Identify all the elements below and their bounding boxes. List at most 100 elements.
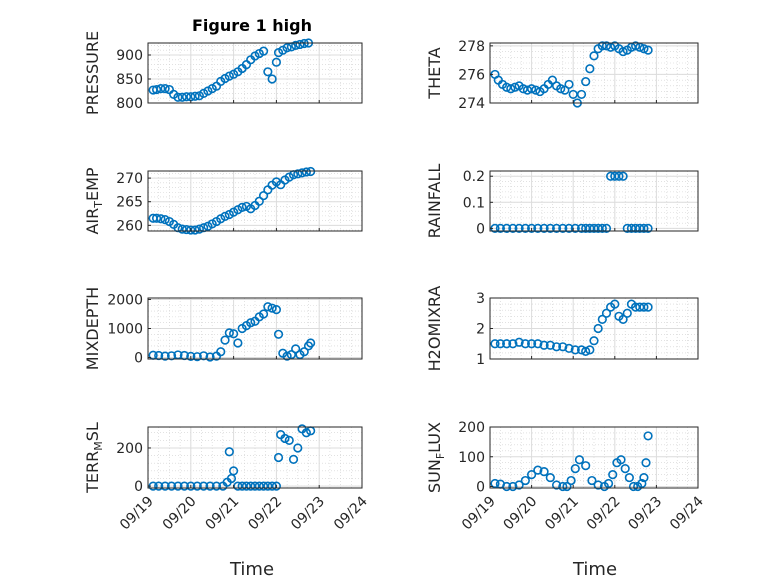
data-point xyxy=(589,336,599,346)
data-point xyxy=(558,223,568,233)
axes-box xyxy=(489,170,699,232)
data-point xyxy=(194,224,204,234)
data-point xyxy=(250,481,260,491)
y-tick-label: 278 xyxy=(458,39,485,55)
data-point xyxy=(641,458,651,468)
data-point xyxy=(630,41,641,51)
data-point xyxy=(301,167,311,177)
series-points xyxy=(490,299,653,356)
data-point xyxy=(539,467,549,477)
y-axis-label: MIXDEPTH xyxy=(83,287,102,370)
data-point xyxy=(160,351,170,361)
data-point xyxy=(566,475,576,486)
data-point xyxy=(295,39,305,50)
x-tick-label: 09/22 xyxy=(584,494,624,534)
y-tick-label: 0 xyxy=(134,479,143,495)
data-point xyxy=(564,343,574,353)
data-point xyxy=(533,223,543,233)
data-point xyxy=(220,211,230,221)
data-point xyxy=(551,223,562,233)
data-point xyxy=(639,472,649,483)
data-point xyxy=(160,215,170,225)
data-point xyxy=(508,223,518,233)
data-point xyxy=(224,328,234,338)
data-point xyxy=(495,223,506,233)
series-points xyxy=(490,171,653,233)
data-point xyxy=(179,481,189,491)
data-point xyxy=(205,481,215,491)
y-tick-label: 200 xyxy=(458,420,485,436)
data-point xyxy=(581,76,591,87)
data-point xyxy=(545,472,555,483)
data-point xyxy=(514,480,524,490)
series-points xyxy=(148,166,316,235)
data-point xyxy=(151,213,162,223)
data-point xyxy=(154,481,164,491)
y-tick-label: 1 xyxy=(476,352,485,368)
data-point xyxy=(297,168,307,178)
data-point xyxy=(558,481,568,492)
data-point xyxy=(502,223,512,233)
y-tick-label: 276 xyxy=(458,67,485,83)
x-tick-label: 09/20 xyxy=(160,494,200,534)
data-point xyxy=(177,92,187,102)
y-tick-label: 850 xyxy=(116,72,143,88)
data-point xyxy=(637,478,647,489)
data-point xyxy=(514,223,524,233)
data-point xyxy=(581,346,591,356)
data-point xyxy=(271,57,282,67)
y-tick-label: 265 xyxy=(116,195,143,211)
y-tick-label: 3 xyxy=(476,291,485,307)
y-tick-label: 900 xyxy=(116,48,143,64)
data-point xyxy=(293,443,303,453)
data-point xyxy=(506,84,516,94)
data-point xyxy=(199,481,209,491)
data-point xyxy=(620,464,630,474)
data-point xyxy=(258,190,269,201)
data-point xyxy=(643,431,653,441)
data-point xyxy=(306,338,316,348)
data-point xyxy=(545,223,555,233)
data-point xyxy=(597,314,607,324)
data-point xyxy=(233,338,243,348)
data-point xyxy=(533,465,543,475)
data-point xyxy=(589,51,599,61)
axes-box xyxy=(147,42,363,104)
data-point xyxy=(597,223,607,233)
data-point xyxy=(258,481,269,491)
data-point xyxy=(271,305,282,315)
x-tick-label: 09/24 xyxy=(667,493,707,533)
data-point xyxy=(587,475,597,486)
data-point xyxy=(593,323,603,334)
data-point xyxy=(181,92,192,102)
data-point xyxy=(624,472,634,483)
subplot-5: 0 1000 2000 MIXDEPTH xyxy=(83,287,363,370)
y-tick-label: 260 xyxy=(116,218,143,234)
data-point xyxy=(526,339,537,349)
data-point xyxy=(570,223,580,233)
data-point xyxy=(173,481,183,491)
data-point xyxy=(192,481,202,491)
data-point xyxy=(510,82,520,92)
y-axis-label: RAINFALL xyxy=(425,164,444,239)
data-point xyxy=(581,461,591,471)
data-point xyxy=(263,185,273,195)
data-point xyxy=(520,339,530,349)
data-point xyxy=(224,447,234,457)
y-axis-label: H2OMIXRA xyxy=(425,286,444,372)
data-point xyxy=(639,302,649,312)
data-point xyxy=(291,344,301,354)
y-tick-label: 0.1 xyxy=(463,195,485,211)
data-point xyxy=(186,225,196,235)
data-point xyxy=(614,171,624,181)
data-point xyxy=(246,481,256,491)
data-point xyxy=(288,454,299,465)
data-point xyxy=(601,223,612,233)
data-point xyxy=(622,308,632,318)
data-point xyxy=(545,340,555,350)
y-tick-label: 800 xyxy=(116,96,143,112)
data-point xyxy=(508,339,518,349)
data-point xyxy=(299,347,309,357)
data-point xyxy=(211,481,222,491)
